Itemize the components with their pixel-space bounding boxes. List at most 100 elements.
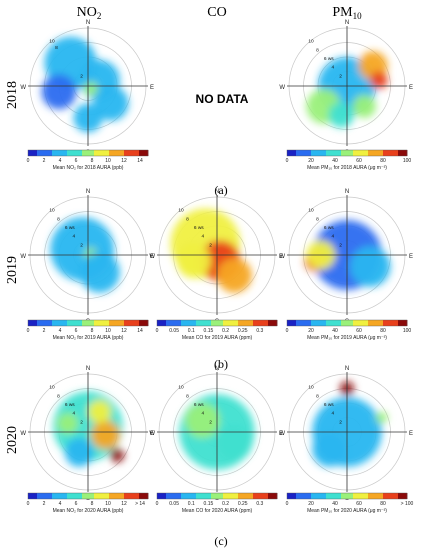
colorbar-segment — [395, 150, 399, 156]
colorbar-segment — [97, 150, 101, 156]
colorbar-segment — [70, 150, 74, 156]
colorbar-segment — [91, 150, 95, 156]
ring-label: 2 — [80, 419, 83, 425]
colorbar-segment — [353, 150, 357, 156]
colorbar-segment — [214, 493, 218, 499]
colorbar-tick-label: 6 — [75, 328, 78, 334]
heat-blob — [83, 81, 98, 96]
colorbar-segment — [359, 320, 363, 326]
colorbar-segment — [166, 320, 170, 326]
colorbar-segment — [70, 320, 74, 326]
colorbar-segment — [61, 150, 65, 156]
colorbar-segment — [323, 493, 327, 499]
colorbar-segment — [175, 320, 179, 326]
colorbar: 0 20 40 60 80 100 Mean PM₁₀ for 2018 AURA (μg … — [286, 149, 412, 171]
colorbar-segment — [287, 320, 291, 326]
colorbar-tick-label: > 14 — [135, 501, 145, 507]
colorbar-segment — [199, 320, 203, 326]
colorbar-segment — [229, 320, 233, 326]
colorbar-segment — [350, 493, 354, 499]
colorbar-segment — [208, 493, 212, 499]
colorbar-segment — [317, 493, 321, 499]
colorbar-segment — [356, 320, 360, 326]
ring-label: 8 — [57, 393, 60, 399]
colorbar-segment — [290, 150, 294, 156]
colorbar-segment — [320, 150, 324, 156]
colorbar-segment — [274, 320, 278, 326]
colorbar-segment — [401, 320, 405, 326]
compass-label-n: N — [86, 366, 90, 372]
colorbar-segment — [302, 493, 306, 499]
colorbar-segment — [58, 493, 62, 499]
heat-blob — [185, 403, 220, 438]
colorbar-segment — [169, 493, 173, 499]
ring-label: 4 — [73, 411, 76, 417]
colorbar: 0 20 40 60 80 > 100 Mean PM₁₀ for 2020 AURA (μ… — [286, 492, 414, 514]
colorbar-segment — [359, 493, 363, 499]
colorbar-segment — [139, 493, 143, 499]
colorbar-segment — [88, 493, 92, 499]
colorbar-segment — [133, 493, 137, 499]
colorbar-segment — [344, 150, 348, 156]
colorbar-segment — [293, 493, 297, 499]
colorbar-segment — [308, 493, 312, 499]
colorbar-tick-label: 4 — [59, 158, 62, 164]
colorbar-segment — [389, 320, 393, 326]
colorbar-segment — [362, 493, 366, 499]
colorbar-tick-label: 6 — [75, 501, 78, 507]
colorbar-segment — [338, 150, 342, 156]
colorbar-segment — [244, 493, 248, 499]
colorbar-segment — [106, 150, 110, 156]
colorbar-segment — [181, 493, 185, 499]
colorbar-segment — [326, 150, 330, 156]
colorbar-tick-label: 0.05 — [169, 328, 179, 334]
colorbar-segment — [329, 150, 333, 156]
compass-label-e: E — [150, 85, 154, 91]
colorbar-tick-label: 40 — [332, 501, 338, 507]
ring-label: 6 ws — [194, 225, 204, 231]
colorbar-segment — [326, 493, 330, 499]
colorbar-segment — [43, 320, 47, 326]
colorbar-segment — [311, 493, 315, 499]
colorbar-tick-label: 100 — [403, 158, 412, 164]
colorbar-segment — [52, 493, 56, 499]
ring-label: 10 — [308, 208, 314, 214]
colorbar-tick-label: 0 — [27, 158, 30, 164]
colorbar-title: Mean PM₁₀ for 2018 AURA (μg m⁻³) — [307, 165, 387, 171]
colorbar-tick-label: 0 — [286, 158, 289, 164]
colorbar-segment — [314, 493, 318, 499]
colorbar-tick-label: 8 — [91, 328, 94, 334]
colorbar-segment — [184, 493, 188, 499]
ring-label: 10 — [49, 39, 55, 45]
colorbar-segment — [332, 493, 336, 499]
column-header-pm10: PM10 — [332, 5, 362, 21]
colorbar-segment — [271, 320, 275, 326]
colorbar-segment — [287, 493, 291, 499]
column-header-co: CO — [207, 5, 226, 20]
colorbar-segment — [106, 320, 110, 326]
colorbar-tick-label: 14 — [137, 328, 143, 334]
colorbar-segment — [271, 493, 275, 499]
compass-label-w: W — [279, 85, 285, 91]
colorbar-segment — [64, 493, 68, 499]
colorbar-segment — [133, 150, 137, 156]
colorbar-segment — [317, 320, 321, 326]
colorbar-tick-label: 20 — [308, 328, 314, 334]
colorbar-segment — [335, 493, 339, 499]
colorbar-segment — [175, 493, 179, 499]
colorbar-segment — [31, 320, 35, 326]
colorbar-segment — [112, 493, 116, 499]
colorbar-tick-label: 0.2 — [222, 501, 229, 507]
colorbar-segment — [127, 320, 131, 326]
ring-label: 4 — [202, 411, 205, 417]
colorbar-segment — [386, 150, 390, 156]
colorbar-tick-label: 0.3 — [256, 328, 263, 334]
colorbar-segment — [362, 320, 366, 326]
colorbar-segment — [157, 320, 161, 326]
colorbar-segment — [389, 493, 393, 499]
colorbar-segment — [28, 493, 32, 499]
colorbar-segment — [259, 493, 263, 499]
colorbar-segment — [64, 320, 68, 326]
colorbar-tick-label: 40 — [332, 158, 338, 164]
compass-label-n: N — [86, 20, 90, 26]
